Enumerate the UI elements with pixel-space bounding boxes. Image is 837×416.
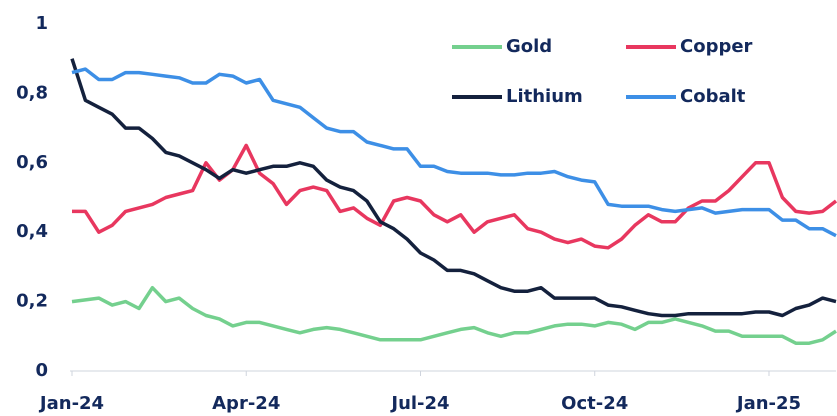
series-line (71, 285, 837, 345)
x-tick-label: Jul-24 (389, 393, 449, 414)
legend-label: Gold (506, 36, 552, 57)
series-line (71, 67, 837, 238)
series-line (70, 58, 837, 318)
legend-label: Copper (680, 36, 753, 57)
x-tick-label: Jan-24 (38, 393, 104, 414)
y-tick-label: 0,4 (16, 221, 48, 242)
series-line (72, 143, 837, 250)
y-tick-label: 0 (35, 360, 48, 381)
legend-label: Cobalt (680, 86, 746, 107)
y-tick-label: 0,2 (16, 291, 48, 312)
y-tick-label: 1 (35, 13, 48, 34)
legend-label: Lithium (506, 86, 583, 107)
x-tick-label: Jan-25 (735, 393, 801, 414)
y-tick-label: 0,8 (16, 82, 48, 103)
x-tick-label: Apr-24 (212, 393, 280, 414)
y-tick-label: 0,6 (16, 152, 48, 173)
x-tick-label: Oct-24 (561, 393, 628, 414)
